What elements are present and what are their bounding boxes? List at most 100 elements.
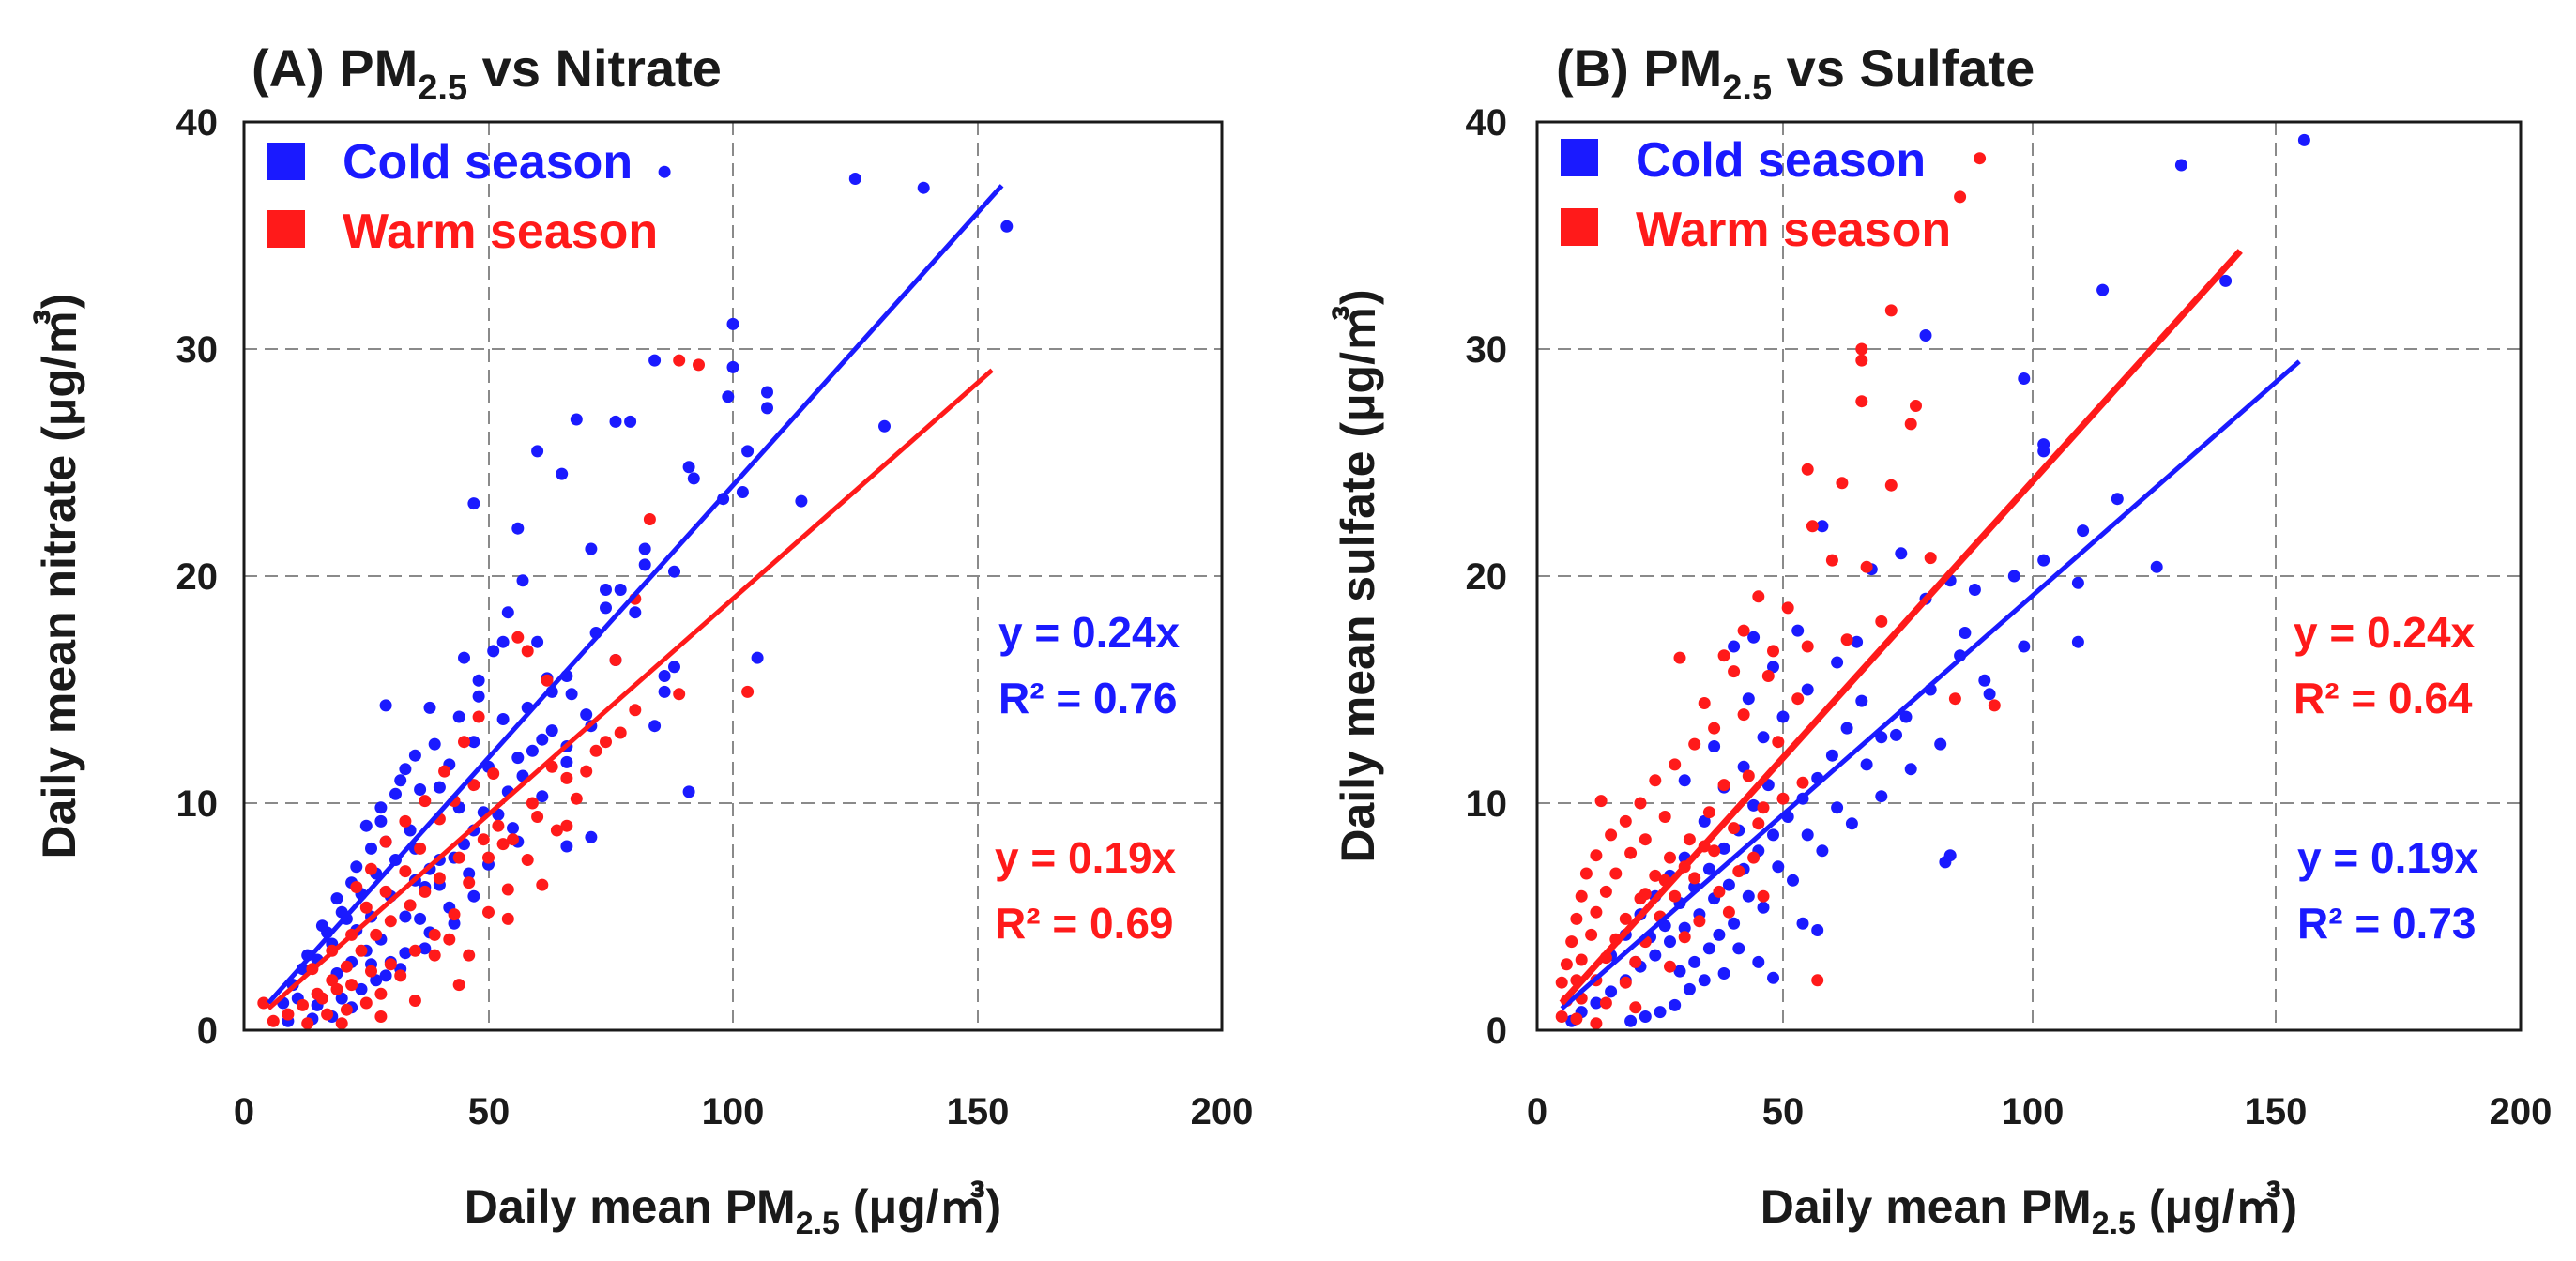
- panel-b-warm-point-27: [1669, 758, 1682, 771]
- panel-b-cold-point-27: [1840, 722, 1853, 735]
- panel-a-cold-point-1: [917, 181, 930, 194]
- panel-a-warm-point-63: [345, 979, 358, 992]
- panel-b-warm-point-36: [1702, 806, 1715, 819]
- panel-b-warm-point-21: [1737, 708, 1750, 722]
- panel-a-cold-point-114: [414, 912, 427, 925]
- panel-a-cold-point-124: [365, 842, 377, 855]
- panel-a-warm-point-86: [629, 704, 642, 717]
- panel-a-cold-point-127: [315, 919, 328, 933]
- panel-a-warm-point-7: [600, 736, 612, 749]
- panel-a-warm-point-72: [414, 842, 427, 855]
- panel-b-warm-point-24: [1948, 692, 1961, 706]
- panel-a-warm-point-77: [428, 949, 441, 962]
- panel-a-cold-point-56: [404, 824, 417, 837]
- panel-a-x-ticks: 0 50 100 150 200: [234, 1091, 1254, 1132]
- panel-a-warm-fit-line: [267, 368, 994, 1010]
- panel-a-legend-swatch-cold: [267, 143, 305, 180]
- panel-b-warm-point-64: [1585, 928, 1598, 941]
- panel-a-warm-point-76: [487, 767, 500, 780]
- panel-a-cold-point-2: [1000, 220, 1014, 233]
- panel-a-warm-point-47: [501, 912, 514, 925]
- panel-a-warm-point-84: [570, 792, 583, 805]
- panel-a-warm-point-20: [326, 974, 339, 987]
- panel-a-cold-eq-r2: R² = 0.76: [998, 674, 1178, 722]
- panel-b-cold-point-43: [1605, 985, 1618, 998]
- panel-b-cold-point-83: [1787, 874, 1799, 887]
- panel-b-cold-point-90: [1688, 955, 1701, 968]
- panel-b-cold-point-53: [1732, 942, 1745, 955]
- panel-b-sulfate: (B) PM2.5 vs Sulfate 0 10 20 30 40 0 50 …: [1332, 38, 2552, 1241]
- panel-a-xtick-100: 100: [702, 1091, 765, 1132]
- panel-b-warm-point-81: [1555, 1010, 1568, 1023]
- panel-a-cold-point-52: [682, 785, 695, 798]
- panel-b-cold-point-63: [1851, 635, 1864, 648]
- panel-b-cold-point-58: [1654, 1006, 1667, 1019]
- panel-b-cold-point-7: [2037, 445, 2050, 458]
- panel-a-cold-point-51: [394, 774, 407, 787]
- panel-b-cold-point-87: [1904, 763, 1917, 776]
- panel-b-cold-point-60: [1624, 1014, 1638, 1027]
- panel-b-ytick-40: 40: [1466, 102, 1508, 144]
- panel-a-xtick-200: 200: [1191, 1091, 1254, 1132]
- panel-a-cold-point-53: [374, 801, 388, 814]
- panel-a-cold-point-50: [414, 783, 427, 796]
- panel-a-cold-fit-line: [267, 184, 1004, 1005]
- panel-b-cold-point-54: [1717, 967, 1730, 980]
- panel-a-warm-point-64: [330, 982, 343, 995]
- panel-b-cold-point-94: [1801, 828, 1814, 842]
- panel-b-warm-point-3: [1855, 342, 1868, 356]
- panel-a-legend-label-warm: Warm season: [343, 205, 658, 259]
- panel-a-cold-point-139: [350, 860, 363, 874]
- panel-a-warm-point-10: [492, 819, 505, 832]
- panel-a-warm-eq-r2: R² = 0.69: [995, 899, 1174, 948]
- panel-b-cold-point-85: [1845, 817, 1858, 830]
- panel-b-warm-point-9: [1836, 477, 1849, 490]
- panel-b-warm-point-62: [1722, 905, 1735, 919]
- panel-a-cold-point-37: [751, 651, 764, 664]
- panel-b-cold-point-20: [1978, 674, 1991, 687]
- panel-b-cold-point-55: [1698, 974, 1711, 987]
- panel-a-cold-point-135: [536, 790, 549, 803]
- panel-a-legend-swatch-warm: [267, 210, 305, 248]
- panel-a-points: [257, 165, 1014, 1030]
- panel-a-warm-point-9: [526, 797, 539, 810]
- panel-a-warm-point-19: [340, 960, 353, 973]
- panel-b-warm-point-72: [1664, 960, 1676, 973]
- panel-a-cold-point-97: [399, 947, 412, 960]
- panel-a-warm-point-5: [673, 688, 686, 701]
- panel-b-cold-point-91: [1713, 928, 1726, 941]
- panel-a-cold-point-126: [330, 892, 343, 905]
- panel-a-cold-point-31: [501, 606, 514, 619]
- panel-a-cold-point-34: [458, 651, 470, 664]
- panel-a-nitrate: (A) PM2.5 vs Nitrate 0 10 20 30 40 0 50 …: [33, 38, 1253, 1241]
- panel-b-cold-point-48: [1939, 856, 1952, 869]
- panel-a-cold-point-11: [609, 415, 622, 428]
- panel-a-warm-point-81: [501, 883, 514, 896]
- panel-a-cold-point-41: [423, 701, 436, 714]
- panel-a-warm-point-31: [394, 969, 407, 982]
- panel-a-cold-point-123: [389, 787, 402, 800]
- panel-b-warm-point-50: [1732, 865, 1745, 878]
- panel-a-warm-point-61: [384, 958, 397, 971]
- panel-a-cold-point-7: [761, 402, 773, 415]
- panel-b-cold-point-39: [1664, 935, 1676, 949]
- panel-b-warm-point-69: [1575, 953, 1588, 966]
- panel-b-cold-point-57: [1669, 998, 1682, 1011]
- panel-b-cold-eq-line1: y = 0.19x: [2297, 833, 2479, 882]
- panel-a-cold-point-140: [374, 814, 388, 828]
- panel-b-cold-point-61: [1728, 640, 1741, 653]
- panel-b-warm-point-61: [1693, 915, 1706, 928]
- panel-b-warm-point-87: [1767, 645, 1779, 658]
- panel-b-warm-point-12: [1825, 554, 1838, 567]
- panel-a-warm-point-41: [614, 726, 627, 739]
- panel-b-y-axis-title: Daily mean sulfate (μg/㎥): [1332, 289, 1384, 862]
- panel-b-warm-point-10: [1884, 479, 1898, 492]
- panel-b-cold-point-97: [1890, 728, 1902, 741]
- panel-b-warm-point-15: [1752, 590, 1765, 603]
- panel-a-warm-point-34: [448, 908, 461, 921]
- panel-b-cold-point-103: [1702, 862, 1715, 875]
- panel-b-warm-point-46: [1579, 867, 1593, 880]
- panel-b-cold-point-62: [1747, 630, 1761, 644]
- panel-a-warm-point-70: [379, 885, 392, 898]
- panel-a-cold-point-121: [565, 688, 578, 701]
